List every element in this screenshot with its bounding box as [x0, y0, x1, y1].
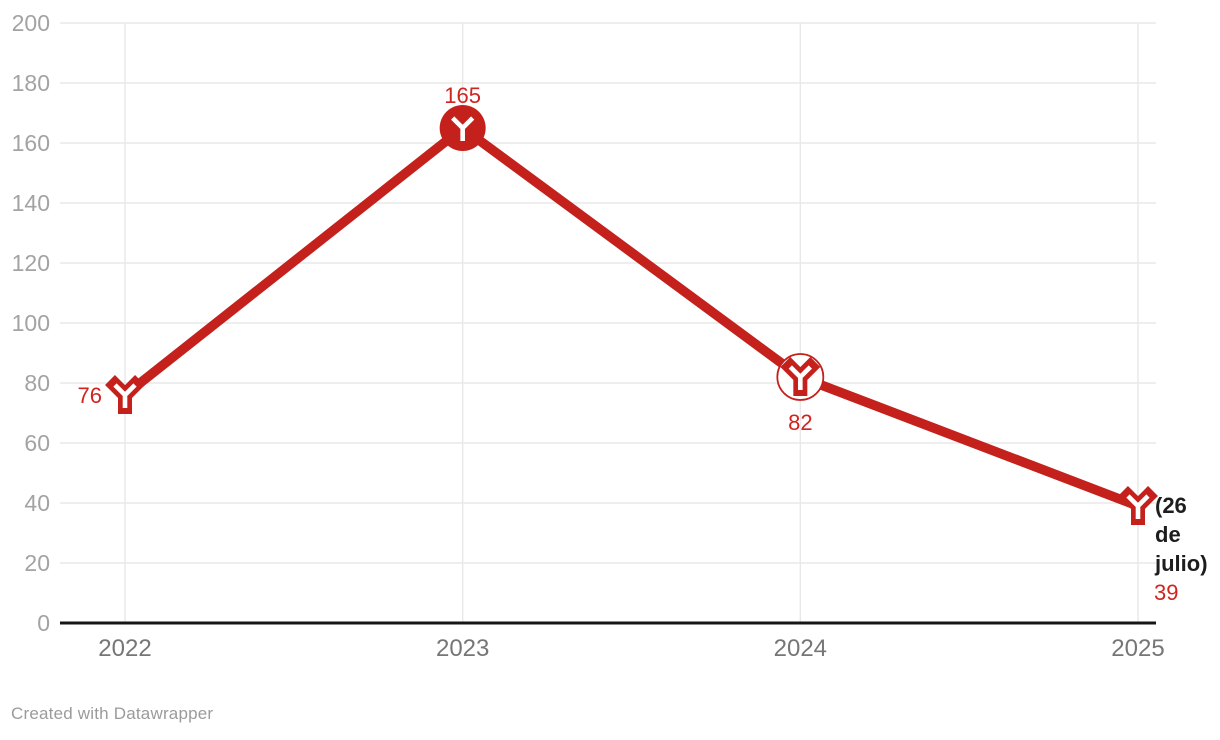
- data-point-marker-2022: [105, 375, 145, 414]
- data-point-marker-2024: [776, 353, 825, 401]
- datawrapper-credit-link[interactable]: Created with Datawrapper: [11, 704, 214, 723]
- x-axis-tick-label: 2022: [98, 635, 151, 662]
- y-glyph: [113, 383, 137, 408]
- data-point-marker-2023: [439, 105, 486, 151]
- x-axis-tick-label: 2025: [1111, 635, 1164, 662]
- y-axis-tick-label: 200: [12, 10, 50, 36]
- y-axis-tick-label: 160: [12, 130, 50, 156]
- data-point-marker-2025: [1118, 486, 1158, 525]
- annotation-text: de: [1155, 522, 1181, 547]
- line-chart: 0 20 40 60 80 100 120 140 160 180 200 2022 2023 2024 2…: [12, 10, 1208, 662]
- y-axis-tick-label: 60: [24, 430, 50, 456]
- data-line: [122, 122, 1140, 511]
- y-axis-tick-label: 0: [37, 610, 50, 636]
- y-axis-tick-label: 140: [12, 190, 50, 216]
- annotation-text: julio): [1154, 551, 1208, 576]
- chart-container: 0 20 40 60 80 100 120 140 160 180 200 2022 2023 2024 2…: [11, 10, 1208, 723]
- value-label: 39: [1154, 580, 1178, 605]
- value-label: 165: [444, 83, 481, 108]
- y-axis-tick-label: 100: [12, 310, 50, 336]
- x-axis-tick-label: 2024: [774, 635, 827, 662]
- y-glyph: [1126, 494, 1150, 519]
- annotation-text: (26: [1155, 493, 1187, 518]
- y-glyph: [451, 116, 475, 141]
- y-axis-tick-label: 180: [12, 70, 50, 96]
- value-label: 76: [78, 383, 102, 408]
- y-axis-tick-label: 40: [24, 490, 50, 516]
- y-axis-tick-label: 20: [24, 550, 50, 576]
- y-axis-tick-label: 80: [24, 370, 50, 396]
- value-label: 82: [788, 410, 812, 435]
- x-axis-tick-label: 2023: [436, 635, 489, 662]
- y-glyph: [788, 365, 812, 390]
- y-axis-tick-label: 120: [12, 250, 50, 276]
